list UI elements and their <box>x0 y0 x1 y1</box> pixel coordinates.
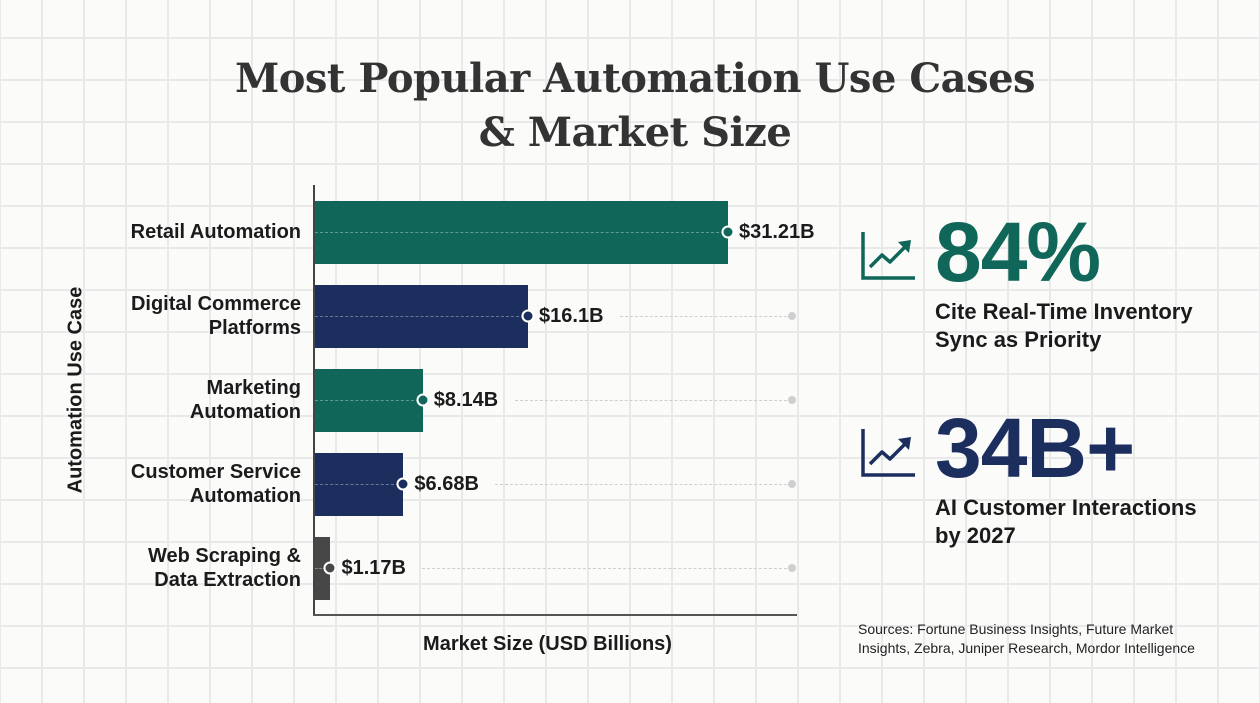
bar-midline <box>315 568 327 569</box>
guide-end-dot <box>788 396 796 404</box>
guide-line <box>495 484 792 485</box>
bar-midline <box>315 316 525 317</box>
stat-caption-line: by 2027 <box>935 523 1016 548</box>
category-label-line: Automation <box>189 485 301 507</box>
sources-line: Sources: Fortune Business Insights, Futu… <box>858 621 1174 637</box>
value-label: $31.21B <box>739 221 815 243</box>
category-label-line: Marketing <box>206 377 301 399</box>
bar <box>315 284 529 348</box>
category-label: Retail Automation <box>41 220 301 244</box>
category-label-line: Data Extraction <box>154 569 301 591</box>
guide-line <box>422 568 792 569</box>
guide-end-dot <box>788 564 796 572</box>
guide-line <box>620 316 792 317</box>
bar <box>315 536 331 600</box>
stat-caption-line: Sync as Priority <box>935 327 1102 352</box>
y-axis-line <box>313 185 315 616</box>
category-label-line: Web Scraping & <box>148 545 301 567</box>
bar-midline <box>315 484 400 485</box>
bar <box>315 200 728 264</box>
chart-title: Most Popular Automation Use Cases & Mark… <box>234 55 1036 156</box>
category-label: Digital Commerce Platforms <box>41 292 301 340</box>
value-marker-dot <box>521 309 535 323</box>
category-label-line: Retail Automation <box>130 221 301 243</box>
category-label-line: Automation <box>189 401 301 423</box>
bar <box>315 452 404 516</box>
value-label: $8.14B <box>433 389 499 411</box>
category-label-line: Digital Commerce <box>130 293 301 315</box>
bar-midline <box>315 400 419 401</box>
guide-end-dot <box>788 312 796 320</box>
bar <box>315 368 423 432</box>
category-label: Customer Service Automation <box>41 460 301 508</box>
x-axis-line <box>313 614 797 616</box>
guide-line <box>514 400 792 401</box>
stat-value: 34B+ <box>935 401 1135 495</box>
stat-caption-line: AI Customer Interactions <box>935 495 1197 520</box>
bar-midline <box>315 232 724 233</box>
trending-up-chart-icon <box>861 232 915 280</box>
value-marker-dot <box>416 393 430 407</box>
value-label: $16.1B <box>539 305 604 327</box>
sources-note: Sources: Fortune Business Insights, Futu… <box>858 620 1238 658</box>
category-label-line: Platforms <box>208 317 301 339</box>
guide-end-dot <box>788 480 796 488</box>
value-marker-dot <box>396 477 410 491</box>
category-label: Marketing Automation <box>41 376 301 424</box>
category-label: Web Scraping & Data Extraction <box>41 544 301 592</box>
value-marker-dot <box>323 561 337 575</box>
sources-line: Insights, Zebra, Juniper Research, Mordo… <box>858 640 1195 656</box>
value-label: $6.68B <box>414 473 479 495</box>
x-axis-label: Market Size (USD Billions) <box>423 633 672 655</box>
trending-up-chart-icon <box>861 429 915 477</box>
stat-value: 84% <box>935 205 1101 299</box>
category-label-line: Customer Service <box>130 461 301 483</box>
stat-caption: AI Customer Interactions by 2027 <box>935 494 1197 550</box>
value-marker-dot <box>721 225 735 239</box>
value-label: $1.17B <box>341 557 406 579</box>
stat-caption-line: Cite Real-Time Inventory <box>935 299 1193 324</box>
stat-caption: Cite Real-Time Inventory Sync as Priorit… <box>935 298 1193 354</box>
